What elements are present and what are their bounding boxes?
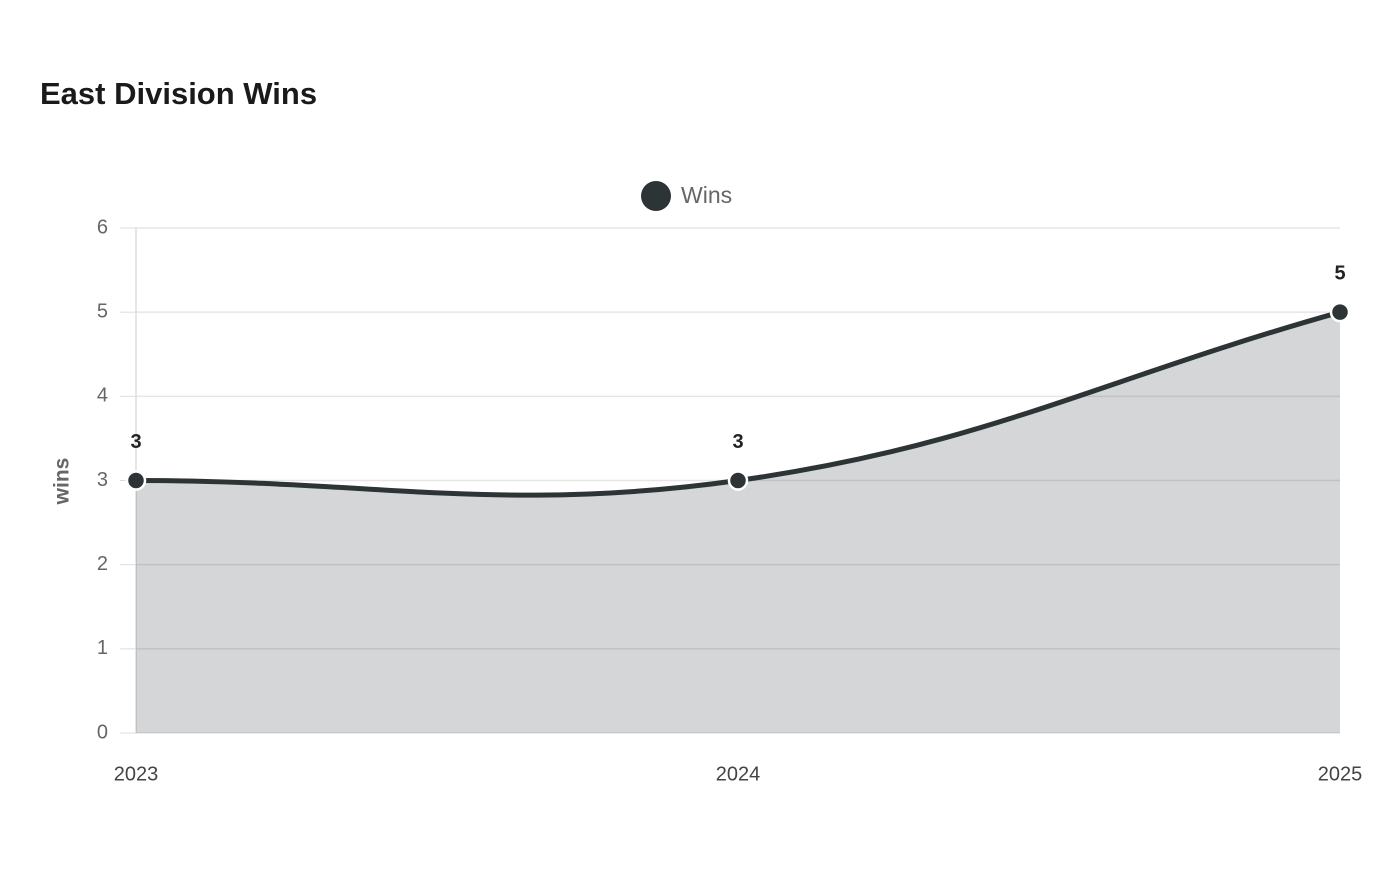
area — [136, 312, 1340, 733]
data-label: 3 — [732, 431, 743, 453]
data-label: 5 — [1334, 262, 1345, 284]
legend-swatch — [641, 181, 671, 211]
y-tick-label: 6 — [97, 216, 108, 238]
data-label: 3 — [130, 431, 141, 453]
point — [125, 470, 147, 491]
y-tick-label: 2 — [97, 553, 108, 575]
legend-label: Wins — [681, 182, 732, 208]
y-tick-label: 0 — [97, 721, 108, 743]
y-tick-label: 3 — [97, 469, 108, 491]
y-tick-label: 1 — [97, 637, 108, 659]
y-axis-label: wins — [51, 458, 74, 506]
chart-title: East Division Wins — [40, 76, 317, 111]
x-tick-label: 2024 — [716, 763, 761, 785]
x-tick-label: 2025 — [1318, 763, 1363, 785]
y-tick-label: 4 — [97, 385, 108, 407]
x-tick-label: 2023 — [114, 763, 159, 785]
y-tick-label: 5 — [97, 300, 108, 322]
point — [1329, 301, 1351, 323]
point — [727, 470, 749, 491]
